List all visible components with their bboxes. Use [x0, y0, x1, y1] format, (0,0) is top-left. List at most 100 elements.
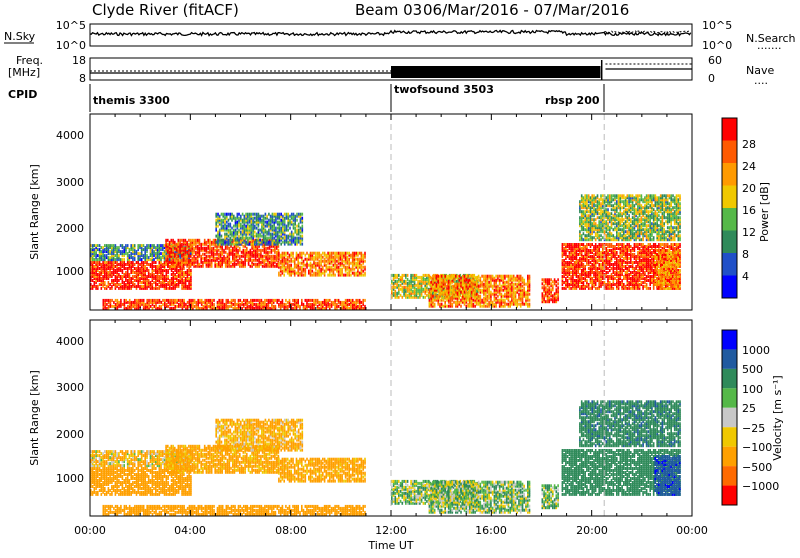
heatmap-cell: [226, 233, 228, 236]
heatmap-cell: [293, 213, 295, 216]
heatmap-cell: [319, 252, 321, 255]
heatmap-cell: [312, 252, 314, 255]
heatmap-cell: [238, 213, 240, 216]
heatmap-cell: [429, 299, 431, 302]
heatmap-cell: [306, 258, 308, 261]
heatmap-cell: [186, 255, 188, 258]
heatmap-cell: [238, 235, 240, 238]
heatmap-cell: [274, 265, 276, 268]
heatmap-cell: [244, 237, 246, 240]
heatmap-cell: [186, 241, 188, 244]
heatmap-cell: [347, 266, 349, 269]
heatmap-cell: [155, 299, 157, 302]
heatmap-cell: [504, 281, 506, 284]
heatmap-cell: [492, 275, 494, 278]
heatmap-cell: [199, 307, 201, 310]
heatmap-cell: [219, 229, 221, 232]
heatmap-cell: [117, 299, 119, 302]
heatmap-cell: [476, 293, 478, 296]
heatmap-cell: [329, 252, 331, 255]
heatmap-cell: [436, 295, 438, 298]
heatmap-cell: [271, 249, 273, 252]
heatmap-cell: [317, 299, 319, 302]
heatmap-cell: [190, 255, 192, 258]
heatmap-cell: [139, 244, 141, 247]
heatmap-cell: [167, 239, 169, 242]
heatmap-cell: [134, 275, 136, 278]
heatmap-cell: [171, 287, 173, 290]
heatmap-cell: [160, 244, 162, 247]
heatmap-cell: [590, 261, 592, 264]
heatmap-cell: [414, 274, 416, 277]
heatmap-cell: [516, 275, 518, 278]
heatmap-cell: [230, 249, 232, 252]
heatmap-cell: [527, 275, 529, 278]
heatmap-cell: [299, 305, 301, 308]
heatmap-cell: [123, 273, 125, 276]
heatmap-cell: [173, 299, 175, 302]
heatmap-cell: [199, 239, 201, 242]
heatmap-cell: [282, 241, 284, 244]
heatmap-cell: [132, 275, 134, 278]
heatmap-cell: [145, 303, 147, 306]
heatmap-cell: [101, 287, 103, 290]
heatmap-cell: [102, 246, 104, 249]
heatmap-cell: [481, 289, 483, 292]
heatmap-cell: [139, 277, 141, 280]
nsky-panel-frame: [90, 24, 692, 46]
heatmap-cell: [115, 303, 117, 306]
heatmap-cell: [499, 287, 501, 290]
heatmap-cell: [200, 265, 202, 268]
heatmap-cell: [92, 244, 94, 247]
heatmap-cell: [115, 258, 117, 261]
heatmap-cell: [230, 261, 232, 264]
heatmap-cell: [362, 270, 364, 273]
heatmap-cell: [285, 303, 287, 306]
heatmap-cell: [259, 239, 261, 242]
heatmap-cell: [240, 299, 242, 302]
heatmap-cell: [160, 281, 162, 284]
heatmap-cell: [481, 299, 483, 302]
heatmap-cell: [146, 275, 148, 278]
heatmap-cell: [545, 300, 547, 303]
heatmap-cell: [320, 301, 322, 304]
heatmap-cell: [260, 249, 262, 252]
heatmap-cell: [459, 301, 461, 304]
heatmap-cell: [395, 286, 397, 289]
heatmap-cell: [280, 213, 282, 216]
heatmap-cell: [125, 267, 127, 270]
heatmap-cell: [207, 239, 209, 242]
nsearch-tick-top: 10^5: [702, 19, 732, 32]
heatmap-cell: [266, 215, 268, 218]
heatmap-cell: [331, 266, 333, 269]
heatmap-cell: [190, 259, 192, 262]
heatmap-cell: [185, 303, 187, 306]
heatmap-cell: [355, 262, 357, 265]
heatmap-cell: [395, 274, 397, 277]
heatmap-cell: [226, 241, 228, 244]
date-range: 06/Mar/2016 - 07/Mar/2016: [423, 1, 629, 19]
heatmap-cell: [402, 274, 404, 277]
heatmap-cell: [508, 303, 510, 306]
heatmap-cell: [287, 229, 289, 232]
heatmap-cell: [223, 255, 225, 258]
heatmap-cell: [483, 275, 485, 278]
cpid-mode-rbsp: rbsp 200: [545, 94, 600, 107]
heatmap-cell: [258, 253, 260, 256]
heatmap-cell: [494, 289, 496, 292]
heatmap-cell: [282, 299, 284, 302]
heatmap-cell: [322, 260, 324, 263]
heatmap-cell: [293, 233, 295, 236]
heatmap-cell: [554, 292, 556, 295]
heatmap-cell: [313, 252, 315, 255]
heatmap-cell: [269, 255, 271, 258]
heatmap-cell: [226, 225, 228, 228]
heatmap-cell: [576, 243, 578, 246]
heatmap-cell: [437, 275, 439, 278]
nsearch-label-line: .......: [757, 39, 781, 52]
heatmap-cell: [227, 305, 229, 308]
heatmap-cell: [287, 241, 289, 244]
heatmap-cell: [136, 299, 138, 302]
heatmap-cell: [583, 277, 585, 280]
heatmap-cell: [254, 225, 256, 228]
